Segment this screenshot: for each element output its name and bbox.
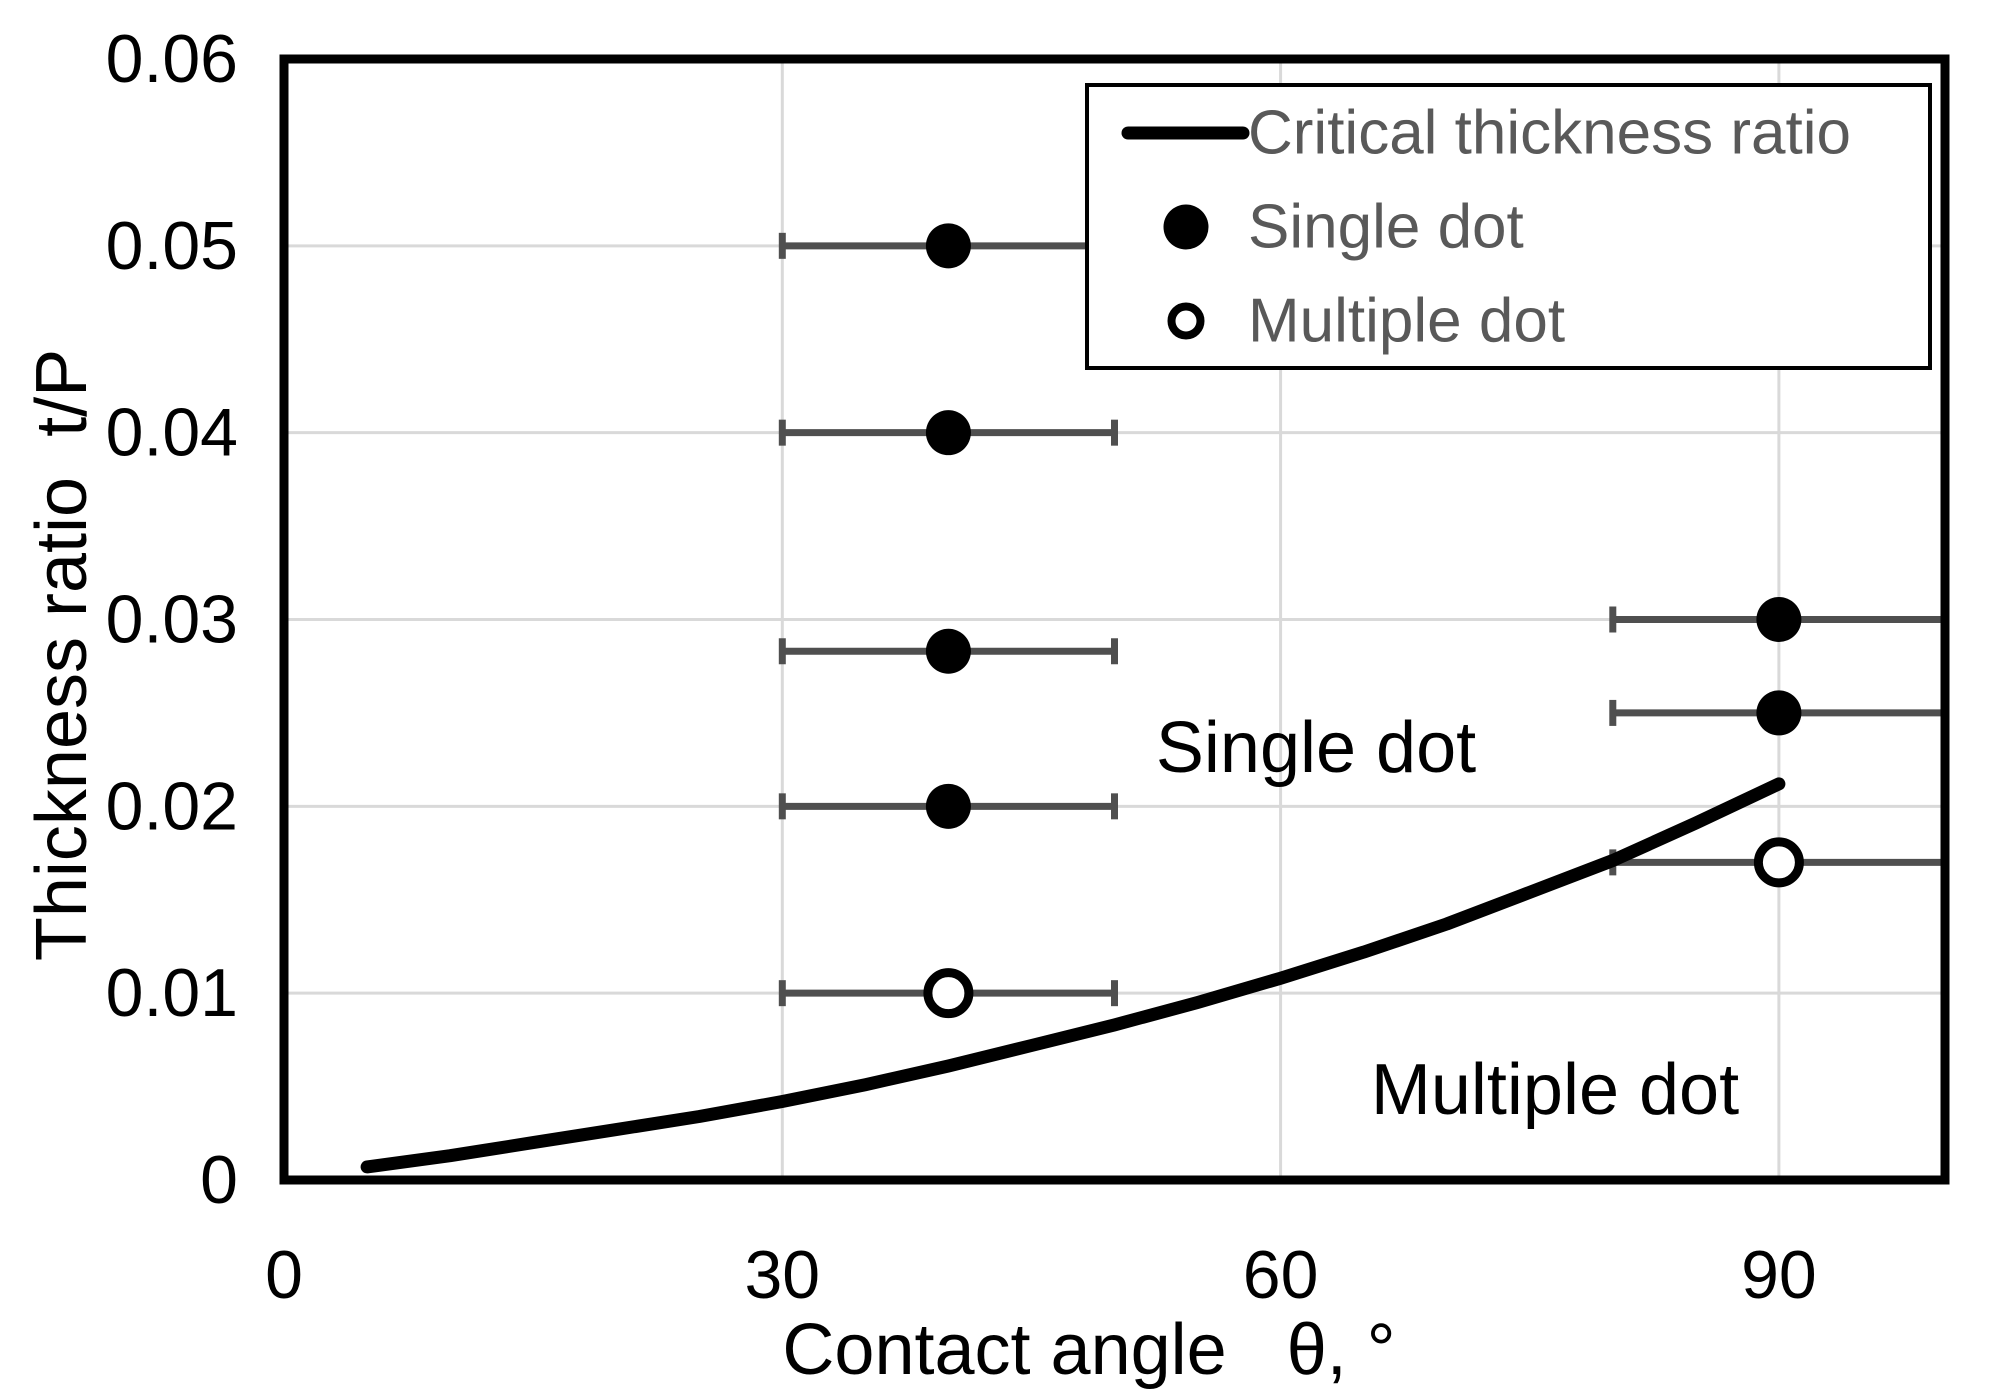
y-axis-title: Thickness ratio t/P xyxy=(22,349,102,961)
data-point-single-dot xyxy=(925,783,971,829)
x-tick-label: 0 xyxy=(265,1237,303,1313)
data-point-single-dot xyxy=(925,628,971,674)
legend-label-multiple-dot: Multiple dot xyxy=(1248,287,1565,356)
x-tick-label: 30 xyxy=(744,1237,820,1313)
legend-label-critical-thickness-ratio: Critical thickness ratio xyxy=(1248,99,1851,168)
y-tick-labels: 0.06 0.05 0.04 0.03 0.02 0.01 0 xyxy=(106,21,238,1218)
x-axis-title: Contact angle θ, ° xyxy=(782,1310,1395,1390)
plot-frame xyxy=(279,54,1950,1185)
critical-thickness-curve xyxy=(360,777,1786,1174)
legend: Critical thickness ratio Single dot Mult… xyxy=(1085,83,1932,370)
y-tick-label: 0.01 xyxy=(106,955,238,1031)
y-tick-label: 0.02 xyxy=(106,768,238,844)
y-tick-label: 0.04 xyxy=(106,395,238,471)
data-point-multiple-dot xyxy=(923,968,974,1019)
x-tick-label: 90 xyxy=(1741,1237,1817,1313)
annotation-multiple-dot: Multiple dot xyxy=(1371,1050,1739,1130)
legend-label-single-dot: Single dot xyxy=(1248,193,1524,262)
data-point-single-dot xyxy=(1756,597,1802,642)
y-tick-label: 0.05 xyxy=(106,208,238,284)
data-point-single-dot xyxy=(1756,690,1802,736)
data-markers xyxy=(923,223,1804,1019)
legend-filled-dot-marker xyxy=(1163,204,1209,250)
data-point-multiple-dot xyxy=(1753,837,1804,888)
y-tick-label: 0.06 xyxy=(106,21,238,97)
y-tick-label: 0.03 xyxy=(106,582,238,658)
data-point-single-dot xyxy=(925,410,971,456)
x-tick-label: 60 xyxy=(1243,1237,1319,1313)
legend-open-dot-marker xyxy=(1167,302,1205,340)
data-point-single-dot xyxy=(925,223,971,269)
y-tick-label: 0 xyxy=(200,1142,238,1218)
annotation-single-dot: Single dot xyxy=(1156,708,1476,788)
x-tick-labels: 0 30 60 90 xyxy=(265,1237,1817,1313)
